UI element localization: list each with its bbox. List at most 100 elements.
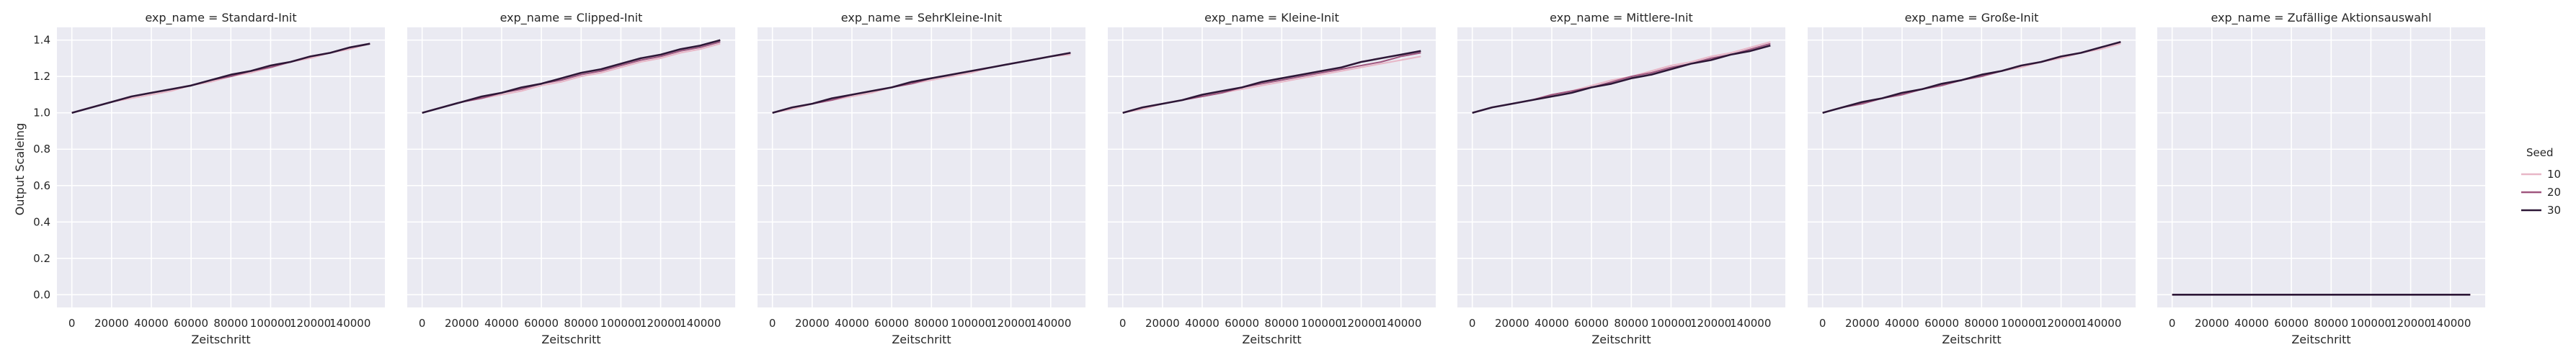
x-tick-label: 140000	[2080, 317, 2121, 330]
x-tick-label: 60000	[874, 317, 909, 330]
x-tick-label: 0	[1819, 317, 1826, 330]
legend-label-seed-10: 10	[2547, 168, 2561, 181]
y-tick-label: 0.2	[33, 252, 50, 265]
y-tick-label: 1.0	[33, 107, 50, 120]
x-tick-label: 20000	[445, 317, 479, 330]
x-tick-label: 0	[2169, 317, 2176, 330]
facet-panel: exp_name = Kleine-Init 0 20000 40000 60000 80…	[1108, 11, 1436, 346]
plot-area	[1457, 27, 1785, 307]
y-tick-label: 0.6	[33, 179, 50, 192]
x-tick-label: 140000	[2430, 317, 2471, 330]
x-axis-label: Zeitschritt	[1942, 333, 2001, 346]
series-line-seed-30	[422, 39, 721, 114]
x-axis-label: Zeitschritt	[541, 333, 600, 346]
plot-area	[2157, 27, 2485, 307]
x-tick-label: 80000	[2314, 317, 2348, 330]
x-tick-label: 20000	[1145, 317, 1180, 330]
y-tick-label: 1.4	[33, 34, 50, 47]
x-tick-label: 120000	[290, 317, 331, 330]
plot-area	[758, 27, 1085, 307]
plot-area	[407, 27, 735, 307]
x-tick-label: 0	[68, 317, 76, 330]
x-tick-label: 100000	[2350, 317, 2391, 330]
facet-panel: exp_name = SehrKleine-Init 0 20000 40000 600…	[758, 11, 1085, 346]
x-tick-label: 120000	[1690, 317, 1731, 330]
x-tick-label: 100000	[250, 317, 291, 330]
series-line-seed-30	[772, 52, 1071, 114]
facet-panel: exp_name = Clipped-Init 0 20000 40000 60000 8…	[407, 11, 735, 346]
x-tick-label: 20000	[795, 317, 830, 330]
x-tick-label: 60000	[1225, 317, 1259, 330]
x-tick-label: 80000	[1264, 317, 1299, 330]
facet-title: exp_name = Große-Init	[1905, 11, 2039, 25]
x-tick-label: 100000	[1301, 317, 1342, 330]
x-tick-label: 60000	[174, 317, 208, 330]
facet-title: exp_name = SehrKleine-Init	[841, 11, 1002, 25]
y-tick-label: 0.8	[33, 143, 50, 156]
x-tick-label: 40000	[484, 317, 519, 330]
x-axis-label: Zeitschritt	[1242, 333, 1301, 346]
x-tick-label: 80000	[564, 317, 598, 330]
x-tick-label: 0	[769, 317, 776, 330]
series-line-seed-30	[1822, 40, 2121, 114]
x-tick-label: 0	[1469, 317, 1476, 330]
facet-title: exp_name = Zufällige Aktionsauswahl	[2211, 11, 2431, 25]
x-axis-label: Zeitschritt	[892, 333, 951, 346]
x-tick-label: 40000	[835, 317, 869, 330]
x-tick-label: 20000	[2195, 317, 2229, 330]
x-axis-label: Zeitschritt	[1591, 333, 1651, 346]
x-tick-label: 40000	[1185, 317, 1220, 330]
legend-label-seed-30: 30	[2547, 204, 2561, 217]
x-tick-label: 120000	[640, 317, 681, 330]
plot-area	[1108, 27, 1436, 307]
legend-title: Seed	[2526, 146, 2554, 159]
y-tick-label: 1.2	[33, 70, 50, 83]
x-tick-label: 20000	[1495, 317, 1529, 330]
x-tick-label: 80000	[1614, 317, 1648, 330]
y-tick-label: 0.4	[33, 215, 50, 228]
x-tick-label: 100000	[951, 317, 992, 330]
x-tick-label: 140000	[680, 317, 721, 330]
x-tick-label: 40000	[134, 317, 169, 330]
x-tick-label: 60000	[1574, 317, 1609, 330]
facet-title: exp_name = Mittlere-Init	[1550, 11, 1693, 25]
series-line-seed-30	[1472, 45, 1771, 114]
facet-title: exp_name = Standard-Init	[145, 11, 296, 25]
x-tick-label: 140000	[1030, 317, 1071, 330]
x-tick-label: 120000	[1341, 317, 1382, 330]
x-tick-label: 140000	[1380, 317, 1421, 330]
x-tick-label: 20000	[94, 317, 129, 330]
x-axis-label: Zeitschritt	[191, 333, 250, 346]
x-tick-label: 0	[1119, 317, 1127, 330]
facet-title: exp_name = Kleine-Init	[1204, 11, 1339, 25]
x-tick-label: 140000	[1730, 317, 1771, 330]
x-axis-label: Zeitschritt	[2291, 333, 2350, 346]
series-line-seed-30	[1122, 50, 1421, 114]
x-tick-label: 40000	[1885, 317, 1919, 330]
plot-area	[57, 27, 385, 307]
x-tick-label: 40000	[2234, 317, 2269, 330]
x-tick-label: 60000	[524, 317, 559, 330]
legend-label-seed-20: 20	[2547, 186, 2561, 199]
x-tick-label: 20000	[1845, 317, 1880, 330]
x-tick-label: 60000	[2274, 317, 2309, 330]
x-tick-label: 140000	[329, 317, 370, 330]
facet-title: exp_name = Clipped-Init	[500, 11, 643, 25]
x-tick-label: 120000	[2390, 317, 2431, 330]
facet-panel: exp_name = Große-Init 0 20000 40000 60000 800…	[1808, 11, 2136, 346]
x-tick-label: 80000	[1964, 317, 1999, 330]
facet-panels: exp_name = Standard-Init 0 20000 40000 60000…	[33, 11, 2485, 346]
x-tick-label: 100000	[2001, 317, 2042, 330]
legend: Seed 10 20 30	[2521, 146, 2561, 217]
y-axis-label: Output Scaleing	[13, 123, 27, 215]
facet-panel: exp_name = Standard-Init 0 20000 40000 60000…	[33, 11, 385, 346]
x-tick-label: 100000	[1651, 317, 1692, 330]
series-line-seed-30	[71, 42, 370, 114]
x-tick-label: 80000	[914, 317, 949, 330]
x-tick-label: 100000	[600, 317, 641, 330]
x-tick-label: 40000	[1535, 317, 1569, 330]
x-tick-label: 60000	[1924, 317, 1959, 330]
facet-panel: exp_name = Zufällige Aktionsauswahl 0 2000…	[2157, 11, 2485, 346]
x-tick-label: 120000	[990, 317, 1031, 330]
